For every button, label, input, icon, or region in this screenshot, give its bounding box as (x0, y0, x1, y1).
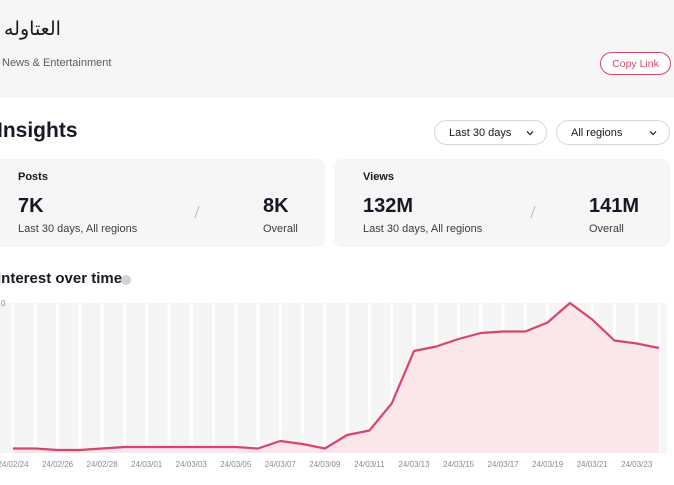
views-recent-caption: Last 30 days, All regions (363, 223, 483, 235)
data-point (502, 330, 504, 332)
views-card: Views 132M Last 30 days, All regions 141… (334, 159, 670, 247)
data-point (301, 443, 303, 445)
views-overall-caption: Overall (589, 223, 624, 235)
x-tick-label: 24/03/07 (265, 460, 297, 469)
views-label: Views (363, 171, 394, 183)
x-tick-labels: 24/02/24 24/02/26 24/02/28 24/03/01 24/03/03… (0, 460, 653, 469)
data-point (212, 446, 214, 448)
data-point (279, 440, 281, 442)
data-point (591, 318, 593, 320)
x-tick-label: 24/03/01 (131, 460, 163, 469)
views-recent-value: 132M (363, 195, 414, 217)
data-point (79, 449, 81, 451)
data-point (257, 447, 259, 449)
data-point (368, 429, 370, 431)
posts-recent-value: 7K (18, 195, 44, 217)
x-tick-label: 24/03/19 (532, 460, 564, 469)
x-tick-label: 24/03/09 (309, 460, 341, 469)
data-point (145, 446, 147, 448)
date-range-label: Last 30 days (449, 126, 512, 139)
date-range-dropdown[interactable]: Last 30 days (434, 120, 547, 145)
views-overall-value: 141M (589, 195, 640, 217)
x-tick-label: 24/02/26 (42, 460, 74, 469)
info-icon[interactable] (121, 275, 131, 285)
data-point (190, 446, 192, 448)
x-tick-label: 24/03/05 (220, 460, 252, 469)
data-point (524, 330, 526, 332)
interest-chart-title: Interest over time (0, 270, 123, 287)
data-point (569, 302, 571, 304)
x-tick-label: 24/02/24 (0, 460, 29, 469)
divider-slash-icon (194, 205, 200, 219)
data-point (123, 446, 125, 448)
interest-area (13, 303, 659, 453)
x-tick-label: 24/03/15 (443, 460, 475, 469)
x-tick-label: 24/03/11 (354, 460, 385, 469)
data-point (435, 345, 437, 347)
region-label: All regions (571, 126, 623, 139)
copy-link-button[interactable]: Copy Link (600, 52, 671, 75)
interest-line (13, 301, 660, 452)
data-point (636, 342, 638, 344)
chevron-down-icon (526, 131, 534, 136)
x-tick-label: 24/03/17 (487, 460, 519, 469)
x-tick-label: 24/03/23 (621, 460, 653, 469)
posts-overall-value: 8K (263, 195, 289, 217)
data-point (480, 332, 482, 334)
data-point (12, 447, 14, 449)
x-tick-label: 24/02/28 (87, 460, 119, 469)
interest-chart: 0 24/02/24 24/02/26 24/02/28 24/03/01 24/03/… (0, 299, 667, 469)
chevron-down-icon (649, 131, 657, 136)
posts-card: Posts 7K Last 30 days, All regions 8K Ov… (0, 159, 325, 247)
data-point (390, 402, 392, 404)
data-point (546, 321, 548, 323)
data-point (235, 446, 237, 448)
data-point (34, 447, 36, 449)
data-point (324, 447, 326, 449)
data-point (346, 434, 348, 436)
divider-slash-icon (530, 205, 536, 219)
data-point (168, 446, 170, 448)
posts-recent-caption: Last 30 days, All regions (18, 223, 138, 235)
y-tick-labels: 0 (1, 299, 6, 308)
category-label: News & Entertainment (2, 57, 112, 69)
x-tick-label: 24/03/03 (176, 460, 208, 469)
posts-overall-caption: Overall (263, 223, 298, 235)
x-tick-label: 24/03/13 (398, 460, 430, 469)
data-point (56, 449, 58, 451)
header-band (0, 0, 674, 98)
x-tick-label: 24/03/21 (577, 460, 609, 469)
posts-label: Posts (18, 171, 48, 183)
y-tick-label: 0 (1, 299, 6, 308)
data-point (457, 338, 459, 340)
data-point (613, 339, 615, 341)
page-title: العتاوله (4, 18, 61, 40)
data-point (413, 350, 415, 352)
region-dropdown[interactable]: All regions (556, 120, 670, 145)
insights-title: Insights (0, 119, 78, 142)
data-point (658, 347, 660, 349)
data-point (101, 447, 103, 449)
